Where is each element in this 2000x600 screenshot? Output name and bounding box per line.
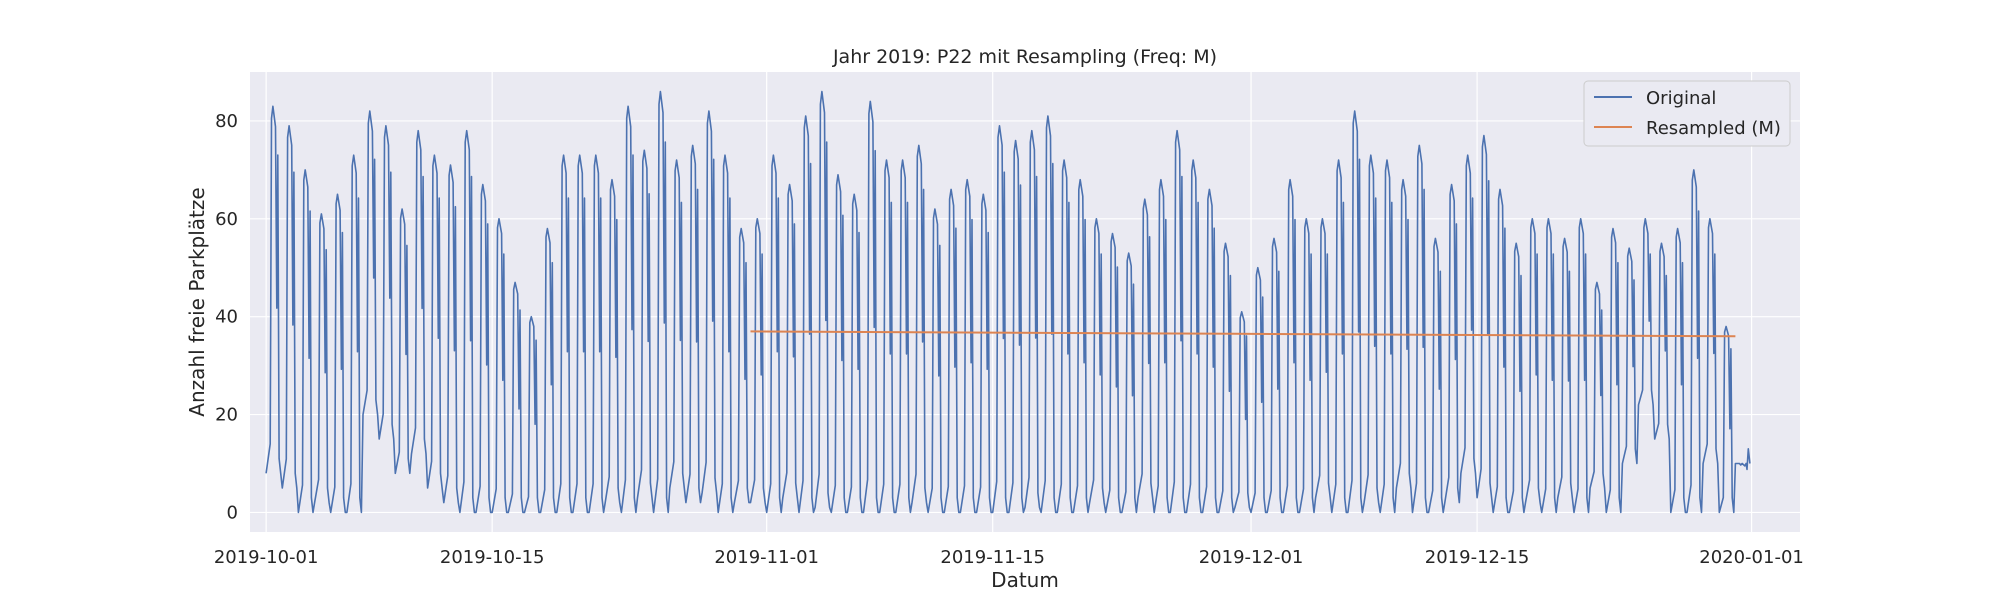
y-axis-label: Anzahl freie Parkplätze <box>185 187 209 416</box>
legend-resampled-label: Resampled (M) <box>1646 118 1781 139</box>
x-tick-label: 2019-12-15 <box>1425 547 1530 568</box>
y-tick-label: 40 <box>215 307 238 328</box>
x-tick-label: 2019-11-15 <box>940 547 1045 568</box>
plot-background <box>250 72 1800 532</box>
legend-original-label: Original <box>1646 88 1716 109</box>
series-layer <box>265 90 1751 514</box>
legend: Original Resampled (M) <box>1583 80 1791 147</box>
y-tick-label: 0 <box>227 502 238 523</box>
chart-title: Jahr 2019: P22 mit Resampling (Freq: M) <box>832 46 1217 68</box>
x-tick-label: 2019-11-01 <box>714 547 819 568</box>
y-tick-labels: 0 20 40 60 80 <box>215 111 238 523</box>
series-original-line <box>265 90 1751 514</box>
x-tick-label: 2019-12-01 <box>1199 547 1304 568</box>
y-tick-label: 80 <box>215 111 238 132</box>
legend-box <box>1583 80 1791 147</box>
x-axis-label: Datum <box>991 568 1059 592</box>
x-tick-label: 2019-10-01 <box>214 547 319 568</box>
x-tick-labels: 2019-10-01 2019-10-15 2019-11-01 2019-11-15… <box>214 547 1804 568</box>
y-tick-label: 20 <box>215 405 238 426</box>
y-tick-label: 60 <box>215 209 238 230</box>
x-tick-label: 2019-10-15 <box>440 547 545 568</box>
x-tick-label: 2020-01-01 <box>1699 547 1804 568</box>
